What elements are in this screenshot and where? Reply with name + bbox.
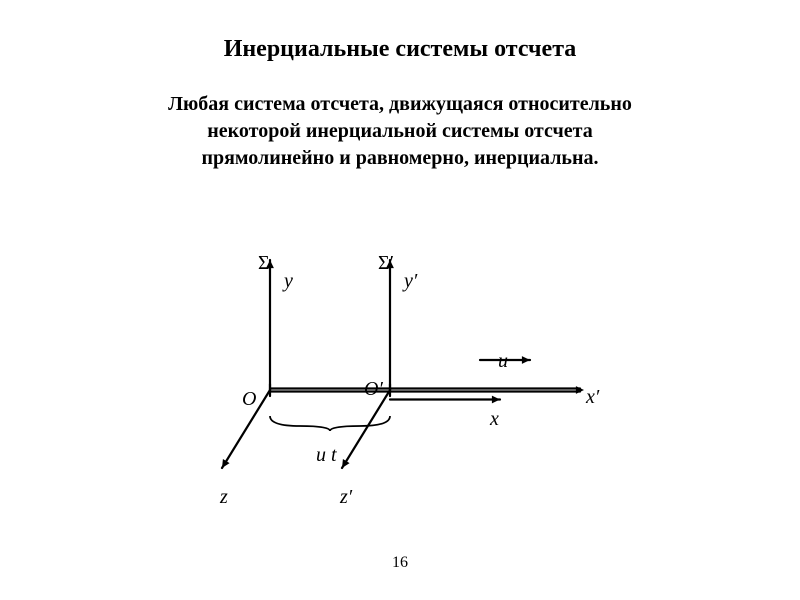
body-line-3: прямолинейно и равномерно, инерциальна. — [201, 147, 598, 169]
label-sigma-p: Σ′ — [378, 252, 394, 275]
label-z-p: z′ — [340, 486, 352, 509]
label-o-p: O′ — [364, 378, 383, 401]
body-line-1: Любая система отсчета, движущаяся относи… — [168, 93, 632, 115]
label-u: u — [498, 350, 508, 373]
label-x-p: x′ — [586, 386, 599, 409]
label-ut: u t — [316, 444, 337, 467]
label-z: z — [220, 486, 228, 509]
label-o: O — [242, 388, 256, 411]
label-y: y — [284, 270, 293, 293]
label-x: x — [490, 408, 499, 431]
page: Инерциальные системы отсчета Любая систе… — [0, 0, 800, 600]
label-y-p: y′ — [404, 270, 417, 293]
diagram: Σ Σ′ y y′ O O′ x x′ z z′ u u t — [200, 230, 600, 500]
page-number: 16 — [0, 554, 800, 572]
label-sigma: Σ — [258, 252, 270, 275]
page-title: Инерциальные системы отсчета — [0, 0, 800, 63]
body-line-2: некоторой инерциальной системы отсчета — [207, 120, 592, 142]
body-text: Любая система отсчета, движущаяся относи… — [60, 91, 740, 172]
